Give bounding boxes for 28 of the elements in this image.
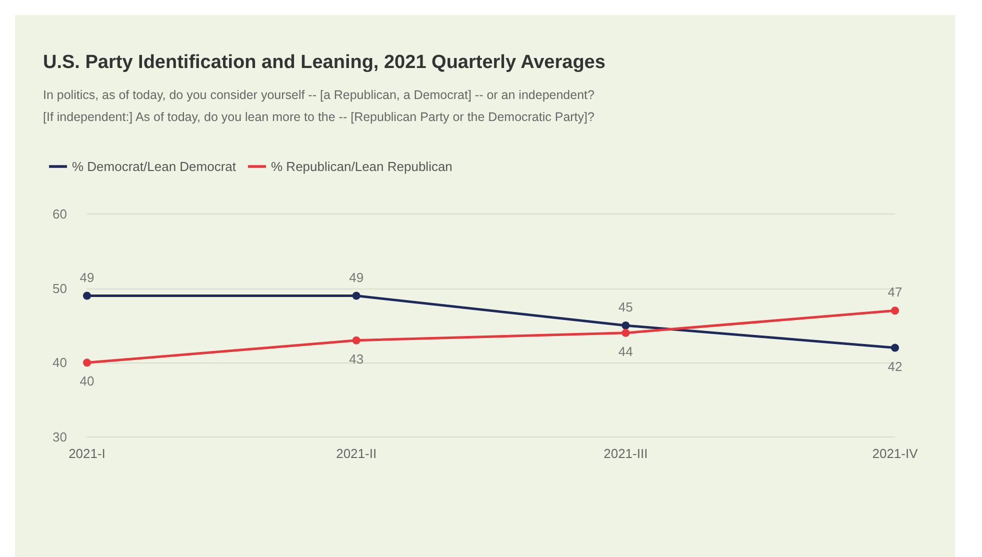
point	[622, 328, 630, 337]
data-label: 49	[80, 270, 94, 285]
point	[83, 292, 91, 300]
x-tick-label: 2021-II	[336, 446, 377, 461]
data-label: 47	[888, 284, 902, 300]
point	[891, 306, 899, 315]
legend-label: % Democrat/Lean Democrat	[72, 159, 236, 174]
x-tick-label: 2021-I	[68, 446, 106, 461]
point	[352, 336, 360, 344]
data-label: 49	[349, 270, 364, 285]
chart-subtitle: In politics, as of today, do you consider yourself -- [a Republican, a Democrat] -- or an independent? [If independent:] As of today, do you lean more to the -- [Republican Party or the Democratic Party]?	[43, 88, 594, 124]
data-label: 42	[888, 358, 902, 374]
x-tick-label: 2021-III	[604, 446, 648, 461]
data-label: 45	[618, 300, 633, 314]
chart-title: U.S. Party Identification and Leaning, 2021 Quarterly Averages	[43, 52, 606, 73]
y-tick-label: 60	[52, 206, 67, 222]
data-label: 44	[618, 344, 633, 359]
y-tick-label: 40	[52, 355, 67, 370]
y-tick-label: 50	[52, 280, 67, 296]
point	[622, 322, 630, 330]
point	[891, 344, 899, 352]
data-label: 43	[349, 351, 364, 366]
data-label: 40	[80, 374, 94, 389]
legend-label: % Republican/Lean Republican	[271, 159, 452, 174]
y-tick-label: 30	[52, 430, 67, 444]
x-tick-label: 2021-IV	[872, 446, 918, 461]
point	[83, 358, 91, 367]
point	[352, 292, 360, 300]
